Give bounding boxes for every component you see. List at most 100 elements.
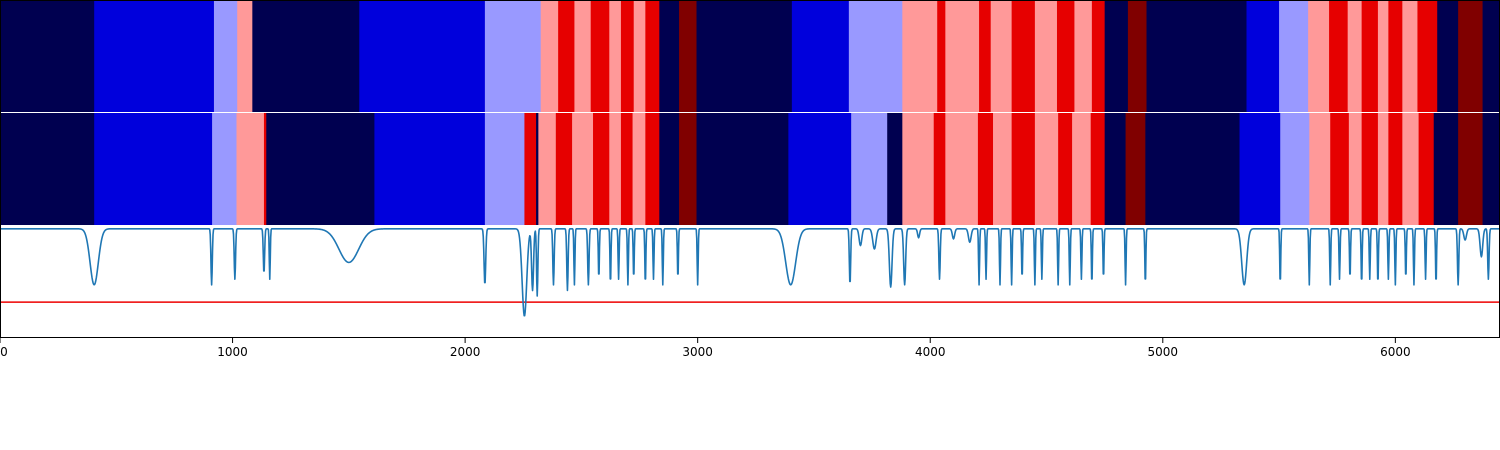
state-segment — [902, 113, 935, 225]
state-segment — [851, 113, 888, 225]
state-segment — [902, 0, 938, 112]
state-segment — [1090, 113, 1106, 225]
signal-line — [0, 228, 1500, 317]
state-segment — [536, 113, 539, 225]
state-segment — [945, 0, 980, 112]
state-segment — [1458, 113, 1483, 225]
state-segment — [1246, 0, 1280, 112]
state-segment — [633, 0, 646, 112]
state-segment — [696, 113, 789, 225]
state-segment — [1482, 0, 1500, 112]
state-segment — [645, 0, 660, 112]
state-segment — [1058, 113, 1073, 225]
state-segment — [484, 0, 542, 112]
state-segment — [791, 0, 850, 112]
state-segment — [1280, 113, 1310, 225]
state-segment — [1388, 113, 1403, 225]
state-segment — [572, 113, 594, 225]
x-tick-label: 4000 — [915, 345, 946, 359]
state-segment — [1239, 113, 1281, 225]
state-segment — [1458, 0, 1483, 112]
state-segment — [979, 0, 992, 112]
state-segment — [94, 113, 213, 225]
state-row-1 — [0, 0, 1500, 112]
state-segment — [848, 0, 903, 112]
state-segment — [590, 0, 610, 112]
state-segment — [524, 113, 537, 225]
state-segment — [1309, 113, 1331, 225]
x-axis: 0 1000 2000 3000 4000 5000 6000 — [0, 338, 1411, 359]
state-segment — [484, 113, 525, 225]
state-segment — [555, 113, 573, 225]
state-segment — [977, 113, 994, 225]
state-segment — [1091, 0, 1106, 112]
state-row-2 — [0, 113, 1500, 225]
state-segment — [1011, 113, 1036, 225]
state-segment — [933, 113, 946, 225]
state-segment — [1348, 113, 1363, 225]
state-segment — [593, 113, 610, 225]
state-segment — [645, 113, 660, 225]
state-segment — [1034, 0, 1058, 112]
state-segment — [374, 113, 486, 225]
state-segment — [1482, 113, 1500, 225]
state-segment — [609, 0, 622, 112]
state-segment — [679, 0, 697, 112]
state-segment — [1104, 113, 1126, 225]
state-segment — [212, 113, 237, 225]
state-segment — [659, 0, 680, 112]
state-segment — [236, 113, 265, 225]
state-segment — [1418, 113, 1435, 225]
state-segment — [1388, 0, 1403, 112]
state-segment — [1056, 0, 1075, 112]
state-segment — [266, 113, 375, 225]
state-segment — [696, 0, 793, 112]
state-segment — [1074, 0, 1093, 112]
state-segment — [632, 113, 646, 225]
state-segment — [620, 0, 635, 112]
state-segment — [359, 0, 486, 112]
state-segment — [990, 0, 1013, 112]
state-segment — [679, 113, 697, 225]
state-segment — [1146, 0, 1247, 112]
state-heatmap — [0, 0, 1500, 225]
state-segment — [1361, 0, 1379, 112]
state-segment — [263, 113, 267, 225]
x-tick-label: 5000 — [1148, 345, 1179, 359]
state-segment — [1011, 0, 1036, 112]
state-segment — [1377, 113, 1389, 225]
state-segment — [1072, 113, 1092, 225]
state-segment — [558, 0, 575, 112]
state-segment — [788, 113, 852, 225]
state-segment — [1127, 0, 1147, 112]
state-segment — [0, 0, 95, 112]
state-segment — [1402, 0, 1418, 112]
state-segment — [1034, 113, 1059, 225]
state-segment — [540, 0, 559, 112]
state-segment — [659, 113, 680, 225]
state-segment — [1308, 0, 1330, 112]
state-segment — [1125, 113, 1146, 225]
state-segment — [1279, 0, 1309, 112]
state-segment — [609, 113, 622, 225]
state-segment — [237, 0, 253, 112]
state-segment — [945, 113, 979, 225]
state-segment — [937, 0, 946, 112]
state-segment — [1329, 0, 1349, 112]
x-tick-label: 0 — [0, 345, 8, 359]
state-segment — [0, 113, 95, 225]
state-segment — [1145, 113, 1240, 225]
state-segment — [538, 113, 557, 225]
state-segment — [94, 0, 215, 112]
state-segment — [252, 0, 360, 112]
x-tick-label: 6000 — [1380, 345, 1411, 359]
state-segment — [1437, 0, 1459, 112]
state-segment — [1361, 113, 1379, 225]
state-segment — [887, 113, 903, 225]
x-tick-label: 3000 — [682, 345, 713, 359]
signal-panel — [0, 228, 1500, 317]
state-segment — [1433, 113, 1459, 225]
state-segment — [1377, 0, 1389, 112]
state-segment — [1330, 113, 1350, 225]
